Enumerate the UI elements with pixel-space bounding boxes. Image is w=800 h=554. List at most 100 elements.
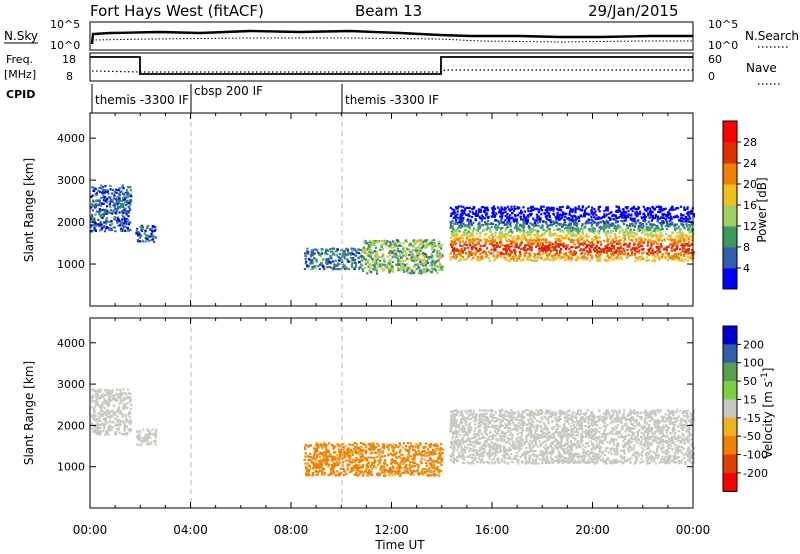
scatter-cell	[536, 218, 539, 221]
scatter-cell	[106, 189, 109, 192]
scatter-cell	[595, 224, 599, 227]
scatter-cell	[468, 252, 471, 256]
scatter-cell	[403, 466, 406, 469]
scatter-cell	[514, 257, 517, 260]
scatter-cell	[583, 242, 586, 245]
scatter-cell	[647, 228, 650, 231]
scatter-cell	[419, 269, 422, 272]
scatter-cell	[538, 235, 541, 238]
scatter-cell	[647, 207, 651, 210]
scatter-cell	[380, 255, 383, 259]
scatter-cell	[98, 229, 102, 232]
colorbar-swatch	[723, 141, 737, 164]
scatter-cell	[474, 252, 477, 255]
scatter-cell	[578, 257, 581, 260]
scatter-cell	[395, 239, 399, 242]
scatter-cell	[141, 225, 144, 229]
scatter-cell	[550, 255, 554, 258]
scatter-cell	[325, 459, 328, 462]
scatter-cell	[346, 253, 349, 256]
scatter-cell	[312, 458, 315, 461]
scatter-cell	[364, 258, 367, 261]
scatter-cell	[490, 241, 493, 244]
scatter-cell	[507, 219, 510, 223]
scatter-cell	[562, 245, 566, 248]
scatter-cell	[607, 222, 610, 225]
scatter-cell	[338, 473, 341, 477]
scatter-cell	[460, 214, 463, 217]
scatter-cell	[108, 425, 111, 428]
scatter-cell	[669, 234, 672, 237]
scatter-cell	[306, 462, 309, 465]
scatter-cell	[468, 234, 471, 238]
scatter-cell	[498, 238, 501, 241]
scatter-cell	[485, 247, 489, 250]
scatter-cell	[676, 240, 679, 243]
scatter-cell	[351, 469, 354, 472]
scatter-cell	[419, 460, 422, 463]
scatter-cell	[333, 466, 336, 469]
scatter-cell	[596, 230, 600, 233]
scatter-cell	[433, 460, 436, 463]
scatter-cell	[532, 259, 536, 262]
scatter-cell	[527, 231, 530, 234]
scatter-cell	[623, 216, 626, 219]
scatter-cell	[377, 459, 380, 462]
scatter-cell	[449, 221, 452, 224]
scatter-cell	[109, 205, 112, 208]
scatter-cell	[472, 229, 475, 233]
scatter-cell	[440, 469, 443, 473]
scatter-cell	[151, 432, 154, 436]
scatter-cell	[487, 250, 491, 253]
scatter-cell	[325, 449, 328, 453]
scatter-cell	[397, 259, 400, 262]
scatter-cell	[91, 218, 94, 222]
scatter-cell	[438, 262, 441, 265]
scatter-cell	[392, 470, 395, 473]
scatter-cell	[419, 260, 422, 264]
scatter-cell	[625, 243, 628, 246]
scatter-cell	[649, 246, 652, 249]
scatter-cell	[467, 206, 470, 210]
scatter-cell	[680, 257, 683, 260]
scatter-cell	[536, 242, 539, 245]
scatter-cell	[100, 228, 103, 231]
scatter-cell	[568, 210, 572, 213]
scatter-cell	[451, 255, 455, 259]
scatter-cell	[647, 253, 650, 257]
scatter-cell	[630, 218, 633, 221]
scatter-cell	[683, 208, 686, 212]
scatter-cell	[620, 214, 623, 218]
colorbar-swatch	[723, 183, 737, 206]
scatter-cell	[581, 206, 584, 209]
scatter-cell	[144, 229, 147, 232]
scatter-cell	[397, 254, 401, 258]
scatter-cell	[415, 252, 419, 255]
scatter-cell	[376, 240, 380, 243]
scatter-cell	[99, 223, 102, 226]
scatter-cell	[504, 219, 507, 222]
scatter-cell	[665, 252, 668, 255]
cpid-segment-1: themis -3300 IF	[95, 93, 189, 107]
scatter-cell	[118, 431, 121, 434]
scatter-cell	[108, 403, 111, 406]
scatter-cell	[554, 247, 557, 250]
scatter-cell	[479, 210, 482, 213]
scatter-cell	[627, 210, 630, 213]
scatter-cell	[393, 450, 396, 453]
scatter-cell	[455, 207, 458, 210]
scatter-cell	[375, 269, 378, 272]
scatter-cell	[680, 217, 683, 220]
scatter-cell	[540, 213, 543, 216]
scatter-cell	[681, 236, 684, 239]
scatter-cell	[102, 394, 106, 397]
scatter-cell	[659, 236, 662, 239]
scatter-cell	[688, 241, 691, 244]
scatter-cell	[576, 255, 579, 259]
scatter-cell	[391, 446, 394, 449]
scatter-cell	[684, 219, 687, 223]
scatter-cell	[399, 244, 402, 248]
power-scatter	[90, 184, 696, 275]
scatter-cell	[123, 208, 126, 212]
scatter-cell	[370, 257, 374, 260]
